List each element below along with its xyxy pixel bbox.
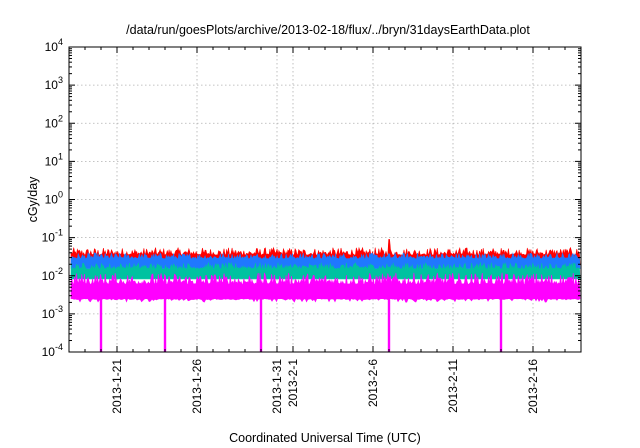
- x-tick-label: 2013-2-6: [366, 359, 380, 407]
- x-tick-label: 2013-2-11: [446, 359, 460, 413]
- y-axis: 10-4 10-3 10-2 10-1 100 101 102 103 104: [42, 37, 581, 359]
- series-4: [70, 272, 581, 352]
- dropout-spike: [499, 298, 503, 352]
- series-lower-edge: [71, 296, 580, 303]
- x-axis: 2013-1-21 2013-1-26 2013-1-31 2013-2-1 2013-…: [84, 47, 566, 414]
- y-tick-label: 10-1: [42, 228, 63, 245]
- chart-title: /data/run/goesPlots/archive/2013-02-18/f…: [126, 23, 530, 37]
- x-tick-label: 2013-1-26: [190, 359, 204, 414]
- y-tick-label: 10-3: [42, 304, 63, 321]
- x-tick-label: 2013-2-1: [286, 359, 300, 407]
- grid: [69, 47, 581, 352]
- x-tick-label: 2013-1-21: [110, 359, 124, 414]
- x-tick-label: 2013-2-16: [526, 359, 540, 414]
- series-band: [70, 252, 581, 269]
- series-band: [70, 272, 581, 300]
- dropout-spike: [259, 298, 263, 352]
- series-2: [70, 252, 581, 269]
- plot-area: [70, 239, 581, 352]
- y-axis-label: cGy/day: [26, 176, 40, 223]
- dropout-spike: [99, 298, 103, 352]
- x-tick-label: 2013-1-31: [270, 359, 284, 414]
- y-tick-label: 10-4: [42, 342, 63, 359]
- y-tick-label: 103: [45, 75, 63, 92]
- y-tick-label: 104: [45, 37, 63, 54]
- y-tick-label: 101: [45, 151, 63, 168]
- y-tick-label: 102: [45, 113, 63, 130]
- y-tick-label: 10-2: [42, 266, 63, 283]
- y-tick-label: 100: [45, 190, 63, 207]
- x-axis-label: Coordinated Universal Time (UTC): [229, 431, 421, 445]
- dropout-spike: [387, 298, 391, 352]
- dropout-spike: [163, 298, 167, 352]
